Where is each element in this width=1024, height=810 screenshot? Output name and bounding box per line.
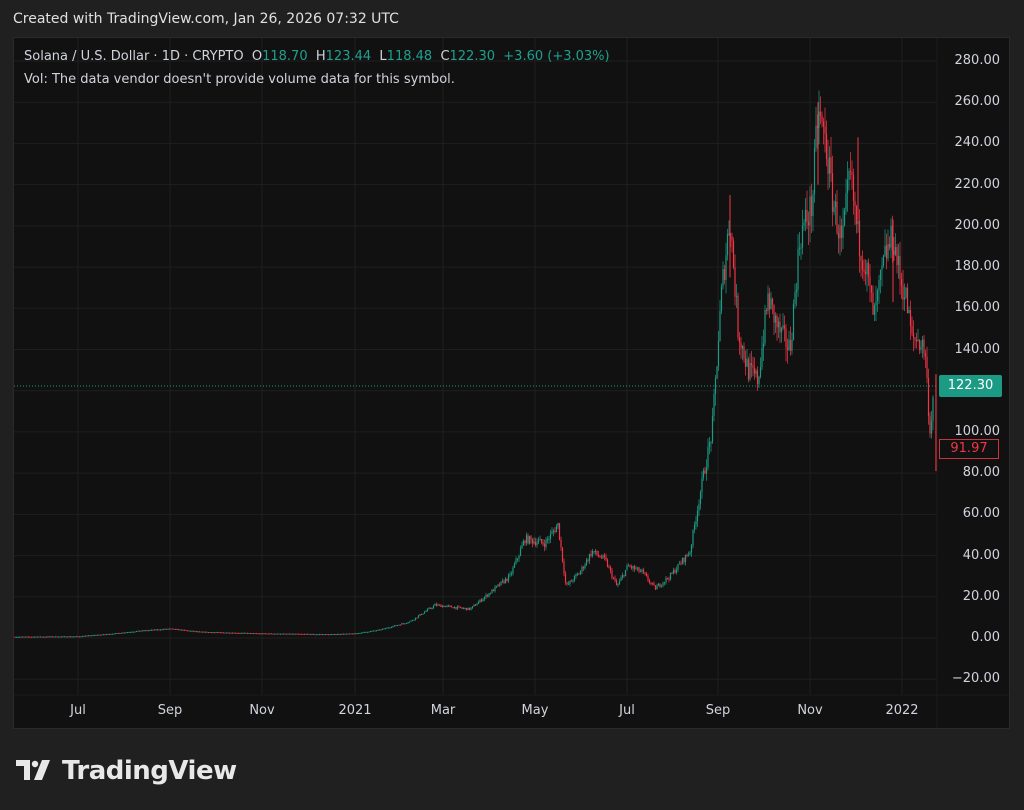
low-price-marker: 91.97 <box>939 439 999 459</box>
symbol-title: Solana / U.S. Dollar · 1D · CRYPTO <box>24 49 244 64</box>
created-with-caption: Created with TradingView.com, Jan 26, 20… <box>13 11 399 27</box>
price-label: 180.00 <box>954 259 1001 275</box>
time-label: Sep <box>157 703 183 718</box>
chart-frame[interactable] <box>13 37 1010 729</box>
change-value: +3.60 (+3.03%) <box>503 49 610 64</box>
price-label: 260.00 <box>954 94 1001 110</box>
price-label: 140.00 <box>954 341 1001 357</box>
time-label: Nov <box>249 703 275 718</box>
price-label: 200.00 <box>954 217 1001 233</box>
tradingview-wordmark: TradingView <box>62 756 237 786</box>
price-label: 20.00 <box>962 588 1000 604</box>
open-label: O <box>251 49 263 64</box>
price-label: 60.00 <box>962 506 1000 522</box>
time-label: Nov <box>797 703 823 718</box>
time-label: May <box>521 703 549 718</box>
volume-notice: Vol: The data vendor doesn't provide vol… <box>24 72 455 87</box>
close-value: 122.30 <box>449 49 496 64</box>
price-label: 280.00 <box>954 53 1001 68</box>
time-label: 2021 <box>338 703 372 718</box>
price-label: 220.00 <box>954 176 1001 192</box>
time-label: Mar <box>430 703 456 718</box>
tradingview-logo-icon <box>16 760 50 780</box>
price-label: 100.00 <box>954 423 1001 439</box>
time-label: Jul <box>619 703 635 718</box>
last-price-badge: 122.30 <box>939 375 1002 397</box>
price-label: 80.00 <box>962 465 1000 481</box>
price-label: 160.00 <box>954 300 1001 316</box>
high-label: H <box>315 49 326 64</box>
price-label: 240.00 <box>954 135 1001 151</box>
open-value: 118.70 <box>262 49 308 64</box>
low-label: L <box>379 49 387 64</box>
low-value: 118.48 <box>386 49 433 64</box>
time-label: Jul <box>70 703 86 718</box>
time-label: 2022 <box>885 703 919 718</box>
close-label: C <box>440 49 450 64</box>
price-label: 40.00 <box>962 547 1000 563</box>
price-label: −20.00 <box>951 671 1000 687</box>
high-value: 123.44 <box>325 49 372 64</box>
tradingview-logo[interactable]: TradingView <box>16 756 237 786</box>
price-label: 0.00 <box>971 630 1000 645</box>
symbol-legend: Solana / U.S. Dollar · 1D · CRYPTO O118.… <box>24 49 610 64</box>
time-label: Sep <box>705 703 731 718</box>
